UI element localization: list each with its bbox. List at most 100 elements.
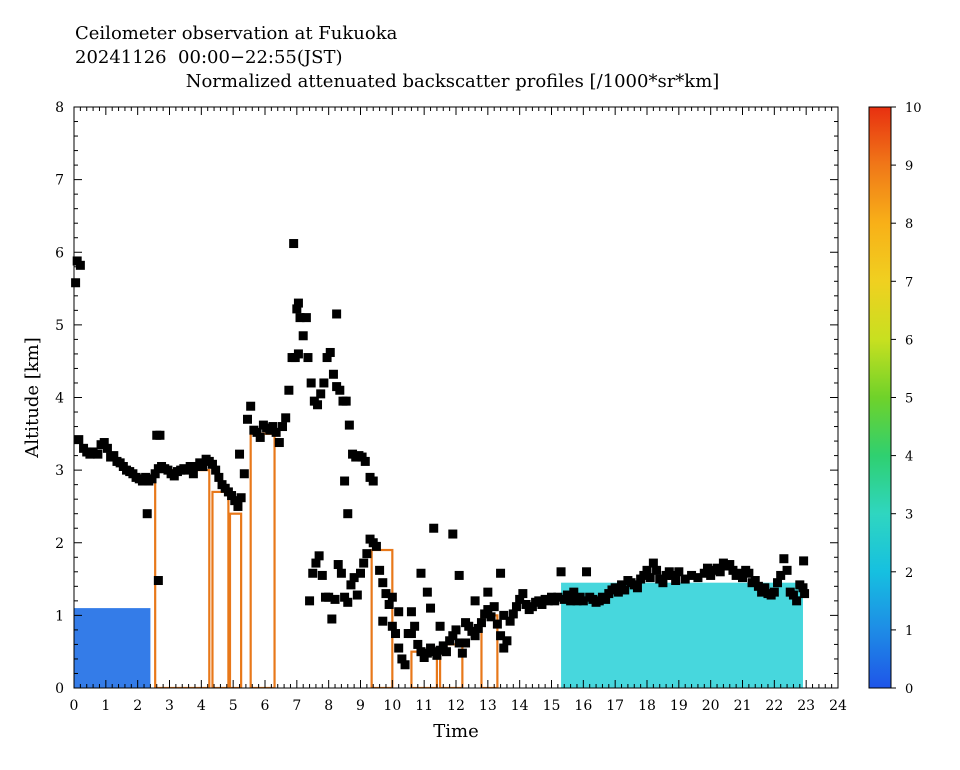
cloud-base-point — [680, 574, 690, 584]
cloud-base-point — [278, 422, 288, 432]
cloud-base-point — [486, 612, 496, 622]
cloud-base-point — [687, 570, 697, 580]
cloud-base-point — [252, 427, 262, 437]
x-tick-label: 5 — [229, 698, 238, 714]
cloud-base-point — [769, 587, 779, 597]
cloud-base-point — [496, 631, 506, 641]
cloud-base-point — [235, 449, 245, 459]
cloud-base-point — [483, 587, 493, 597]
colorbar-tick-label: 1 — [905, 624, 913, 639]
cloud-base-point — [306, 378, 316, 388]
y-tick-label: 7 — [55, 173, 64, 189]
cloud-region-1 — [211, 490, 230, 689]
cloud-base-point — [255, 432, 265, 442]
y-tick-label: 3 — [55, 463, 64, 479]
cloud-base-point — [346, 580, 356, 590]
cloud-base-point — [432, 650, 442, 660]
cloud-base-point — [473, 623, 483, 633]
cloud-base-point — [359, 558, 369, 568]
cloud-base-point — [505, 616, 515, 626]
cloud-base-point — [702, 563, 712, 573]
x-tick-label: 4 — [197, 698, 206, 714]
colorbar-tick-label: 7 — [905, 275, 913, 290]
cloud-base-point — [93, 449, 103, 459]
cloud-base-point — [188, 469, 198, 479]
cloud-base-point — [438, 641, 448, 651]
cloud-base-point — [639, 570, 649, 580]
cloud-base-point — [461, 638, 471, 648]
cloud-base-point — [325, 347, 335, 357]
cloud-base-point — [352, 590, 362, 600]
cloud-base-point — [378, 616, 388, 626]
colorbar-tick-label: 6 — [905, 333, 913, 348]
cloud-base-point — [343, 509, 353, 519]
cloud-base-point — [671, 576, 681, 586]
cloud-base-point — [371, 541, 381, 551]
cloud-base-point — [693, 573, 703, 583]
chart-title: Normalized attenuated backscatter profil… — [185, 71, 720, 92]
cloud-base-point — [788, 590, 798, 600]
cloud-base-point — [271, 427, 281, 437]
cloud-base-point — [496, 568, 506, 578]
cloud-base-point — [518, 589, 528, 599]
cloud-base-point — [492, 619, 502, 629]
cloud-base-point — [109, 451, 119, 461]
cloud-base-point — [185, 461, 195, 471]
cloud-base-point — [74, 435, 84, 445]
y-tick-label: 5 — [55, 318, 64, 334]
cloud-base-point — [445, 636, 455, 646]
aerosol-layer-morning — [74, 608, 151, 688]
cloud-base-point — [429, 523, 439, 533]
cloud-base-point — [753, 581, 763, 591]
cloud-base-point — [448, 631, 458, 641]
cloud-region-0 — [154, 469, 211, 689]
cloud-base-point — [744, 568, 754, 578]
x-tick-label: 16 — [574, 698, 592, 714]
cloud-base-point — [344, 420, 354, 430]
cloud-base-point — [699, 568, 709, 578]
colorbar-tick-label: 5 — [905, 392, 913, 407]
cloud-base-point — [330, 594, 340, 604]
cloud-base-point — [317, 570, 327, 580]
cloud-base-point — [738, 573, 747, 583]
cloud-base-point — [451, 625, 461, 635]
x-tick-label: 17 — [606, 698, 624, 714]
cloud-base-point — [674, 567, 684, 577]
cloud-base-point — [378, 578, 388, 588]
cloud-base-point — [239, 469, 249, 479]
cloud-region-3 — [249, 432, 276, 689]
cloud-base-point — [284, 385, 294, 395]
x-tick-label: 18 — [638, 698, 656, 714]
colorbar-tick-label: 10 — [905, 101, 922, 116]
cloud-base-point — [293, 298, 303, 308]
cloud-base-point — [422, 587, 432, 597]
cloud-base-point — [416, 568, 426, 578]
cloud-base-point — [779, 554, 789, 564]
x-tick-label: 8 — [324, 698, 333, 714]
y-tick-label: 2 — [55, 536, 64, 552]
cloud-base-point — [75, 260, 85, 270]
cloud-base-point — [502, 636, 512, 646]
cloud-base-point — [360, 456, 370, 466]
cloud-base-point — [511, 602, 521, 612]
cloud-base-point — [316, 389, 326, 399]
cloud-base-point — [782, 565, 792, 575]
cloud-base-point — [292, 304, 302, 314]
cloud-base-point — [400, 660, 410, 670]
cloud-base-point — [207, 459, 217, 469]
cloud-base-point — [368, 476, 378, 486]
cloud-base-point — [387, 621, 397, 631]
cloud-base-point — [142, 509, 152, 519]
colorbar-tick-label: 4 — [905, 450, 913, 465]
cloud-base-point — [349, 573, 359, 583]
cloud-base-point — [715, 567, 725, 577]
cloud-base-point — [340, 476, 350, 486]
cloud-base-point — [305, 596, 315, 606]
cloud-base-point — [648, 558, 658, 568]
colorbar-scale — [868, 106, 892, 689]
cloud-base-point — [153, 576, 163, 586]
cloud-base-point — [470, 596, 480, 606]
cloud-base-point — [489, 602, 499, 612]
cloud-base-point — [362, 549, 372, 559]
